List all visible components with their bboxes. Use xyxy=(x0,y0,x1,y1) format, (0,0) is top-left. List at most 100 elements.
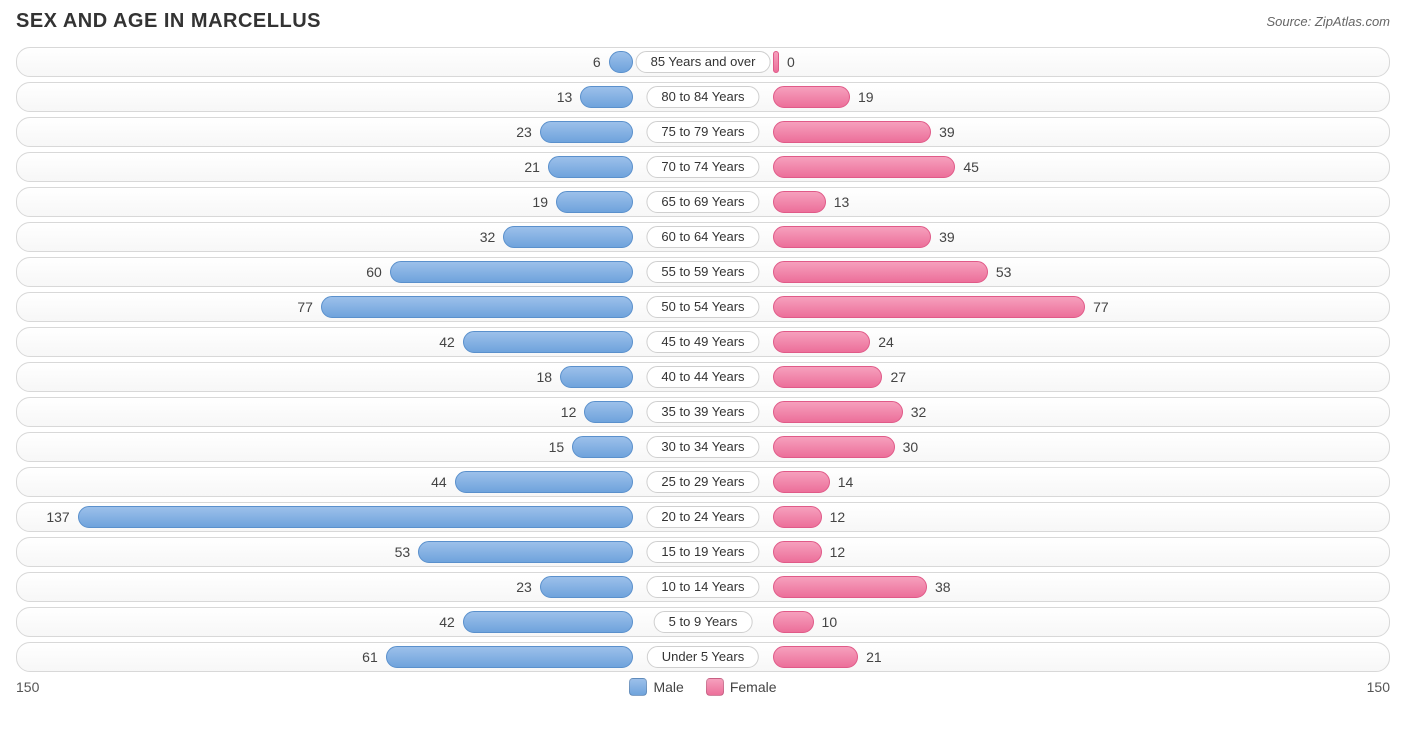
male-bar xyxy=(540,576,633,598)
male-value-label: 42 xyxy=(439,328,455,358)
legend-item-female: Female xyxy=(706,678,777,696)
axis-max-right: 150 xyxy=(1330,679,1390,695)
age-bracket-label: Under 5 Years xyxy=(647,646,759,668)
male-value-label: 23 xyxy=(516,573,532,603)
pyramid-row: 77 77 50 to 54 Years xyxy=(16,292,1390,322)
female-half: 38 xyxy=(703,573,1389,601)
pyramid-row: 123235 to 39 Years xyxy=(16,397,1390,427)
pyramid-row: 23 39 75 to 79 Years xyxy=(16,117,1390,147)
swatch-male xyxy=(629,678,647,696)
male-half: 13 xyxy=(17,83,703,111)
male-bar xyxy=(463,611,633,633)
male-half: 60 xyxy=(17,258,703,286)
female-half: 45 xyxy=(703,153,1389,181)
age-bracket-label: 15 to 19 Years xyxy=(646,541,759,563)
age-bracket-label: 25 to 29 Years xyxy=(646,471,759,493)
chart-footer: 150 Male Female 150 xyxy=(16,678,1390,696)
female-value-label: 38 xyxy=(935,573,951,603)
female-half: 39 xyxy=(703,118,1389,146)
female-half: 21 xyxy=(703,643,1389,671)
female-value-label: 53 xyxy=(996,258,1012,288)
male-value-label: 6 xyxy=(593,48,601,78)
female-half: 19 xyxy=(703,83,1389,111)
legend-item-male: Male xyxy=(629,678,683,696)
female-bar xyxy=(773,366,882,388)
female-half: 27 xyxy=(703,363,1389,391)
male-half: 19 xyxy=(17,188,703,216)
female-half: 10 xyxy=(703,608,1389,636)
male-value-label: 32 xyxy=(480,223,496,253)
female-half: 12 xyxy=(703,538,1389,566)
male-half: 21 xyxy=(17,153,703,181)
female-value-label: 0 xyxy=(787,48,795,78)
female-value-label: 12 xyxy=(830,538,846,568)
male-half: 32 xyxy=(17,223,703,251)
male-value-label: 60 xyxy=(366,258,382,288)
pyramid-row: 6085 Years and over xyxy=(16,47,1390,77)
female-bar xyxy=(773,506,822,528)
age-bracket-label: 75 to 79 Years xyxy=(646,121,759,143)
male-bar xyxy=(78,506,633,528)
legend-label-female: Female xyxy=(730,679,777,695)
female-bar xyxy=(773,156,955,178)
female-half: 39 xyxy=(703,223,1389,251)
male-bar xyxy=(540,121,633,143)
chart-title: SEX AND AGE IN MARCELLUS xyxy=(16,10,321,33)
male-half: 23 xyxy=(17,118,703,146)
female-bar xyxy=(773,436,895,458)
female-value-label: 27 xyxy=(890,363,906,393)
male-half: 18 xyxy=(17,363,703,391)
male-half: 53 xyxy=(17,538,703,566)
population-pyramid-chart: 6085 Years and over131980 to 84 Years233… xyxy=(16,47,1390,672)
male-half: 12 xyxy=(17,398,703,426)
male-value-label: 137 xyxy=(46,503,69,533)
male-value-label: 19 xyxy=(532,188,548,218)
female-bar xyxy=(773,576,927,598)
female-bar xyxy=(773,261,988,283)
male-bar xyxy=(580,86,633,108)
male-value-label: 12 xyxy=(561,398,577,428)
female-half: 53 xyxy=(703,258,1389,286)
female-bar xyxy=(773,401,903,423)
male-value-label: 44 xyxy=(431,468,447,498)
age-bracket-label: 10 to 14 Years xyxy=(646,576,759,598)
header: SEX AND AGE IN MARCELLUS Source: ZipAtla… xyxy=(16,10,1390,33)
pyramid-row: 42105 to 9 Years xyxy=(16,607,1390,637)
pyramid-row: 153030 to 34 Years xyxy=(16,432,1390,462)
age-bracket-label: 40 to 44 Years xyxy=(646,366,759,388)
pyramid-row: 441425 to 29 Years xyxy=(16,467,1390,497)
axis-max-left: 150 xyxy=(16,679,76,695)
male-half: 61 xyxy=(17,643,703,671)
male-value-label: 77 xyxy=(297,293,313,323)
male-bar xyxy=(321,296,633,318)
female-value-label: 13 xyxy=(834,188,850,218)
age-bracket-label: 50 to 54 Years xyxy=(646,296,759,318)
legend: Male Female xyxy=(629,678,776,696)
female-half: 13 xyxy=(703,188,1389,216)
female-half: 12 xyxy=(703,503,1389,531)
pyramid-row: 323960 to 64 Years xyxy=(16,222,1390,252)
female-bar xyxy=(773,51,779,73)
female-value-label: 39 xyxy=(939,223,955,253)
female-value-label: 39 xyxy=(939,118,955,148)
pyramid-row: 23 38 10 to 14 Years xyxy=(16,572,1390,602)
female-value-label: 24 xyxy=(878,328,894,358)
legend-label-male: Male xyxy=(653,679,683,695)
male-half: 77 xyxy=(17,293,703,321)
female-half: 32 xyxy=(703,398,1389,426)
male-value-label: 21 xyxy=(524,153,540,183)
female-value-label: 32 xyxy=(911,398,927,428)
pyramid-row: 131980 to 84 Years xyxy=(16,82,1390,112)
male-half: 42 xyxy=(17,608,703,636)
age-bracket-label: 65 to 69 Years xyxy=(646,191,759,213)
male-value-label: 53 xyxy=(395,538,411,568)
male-half: 23 xyxy=(17,573,703,601)
female-bar xyxy=(773,121,931,143)
female-value-label: 77 xyxy=(1093,293,1109,323)
pyramid-row: 53 12 15 to 19 Years xyxy=(16,537,1390,567)
male-bar xyxy=(560,366,633,388)
pyramid-row: 18 27 40 to 44 Years xyxy=(16,362,1390,392)
male-value-label: 23 xyxy=(516,118,532,148)
male-half: 42 xyxy=(17,328,703,356)
female-bar xyxy=(773,646,858,668)
